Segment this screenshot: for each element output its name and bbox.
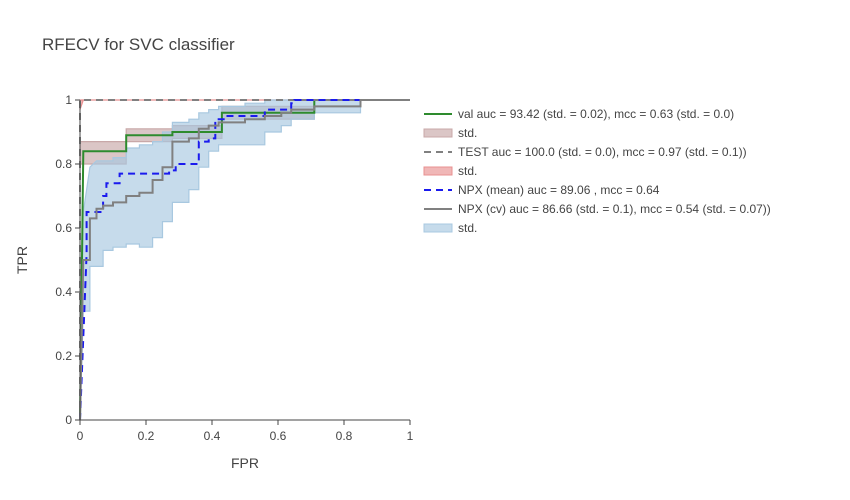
legend-item: NPX (cv) auc = 86.66 (std. = 0.1), mcc =… xyxy=(424,202,771,216)
y-tick-label: 0.2 xyxy=(55,349,72,363)
plot-area xyxy=(79,99,410,421)
legend-item: NPX (mean) auc = 89.06 , mcc = 0.64 xyxy=(424,183,660,197)
y-tick-label: 0.8 xyxy=(55,157,72,171)
legend-item: std. xyxy=(423,126,477,140)
x-tick-label: 1 xyxy=(407,429,414,443)
chart-title: RFECV for SVC classifier xyxy=(42,35,235,54)
y-axis: 0 0.2 0.4 0.6 0.8 1 xyxy=(55,93,81,427)
y-axis-title: TPR xyxy=(14,246,30,274)
x-tick-label: 0 xyxy=(77,429,84,443)
y-tick-label: 0.4 xyxy=(55,285,72,299)
legend-item: TEST auc = 100.0 (std. = 0.0), mcc = 0.9… xyxy=(424,145,747,159)
x-axis: 0 0.2 0.4 0.6 0.8 1 xyxy=(77,419,414,443)
series-line-4 xyxy=(79,99,410,421)
x-tick-label: 0.2 xyxy=(138,429,155,443)
series-line-5 xyxy=(79,99,410,421)
legend-label: std. xyxy=(458,221,477,235)
legend-label: std. xyxy=(458,126,477,140)
std-bands xyxy=(79,99,410,421)
legend-swatch xyxy=(423,223,453,233)
legend: val auc = 93.42 (std. = 0.02), mcc = 0.6… xyxy=(423,107,771,235)
legend-item: val auc = 93.42 (std. = 0.02), mcc = 0.6… xyxy=(424,107,734,121)
x-axis-title: FPR xyxy=(231,455,259,471)
y-tick-label: 0 xyxy=(65,413,72,427)
legend-swatch xyxy=(423,128,453,138)
x-tick-label: 0.6 xyxy=(270,429,287,443)
legend-swatch xyxy=(423,166,453,176)
legend-item: std. xyxy=(423,164,477,178)
y-tick-label: 0.6 xyxy=(55,221,72,235)
legend-label: NPX (cv) auc = 86.66 (std. = 0.1), mcc =… xyxy=(458,202,771,216)
x-tick-label: 0.8 xyxy=(336,429,353,443)
legend-label: std. xyxy=(458,164,477,178)
x-tick-label: 0.4 xyxy=(204,429,221,443)
legend-label: TEST auc = 100.0 (std. = 0.0), mcc = 0.9… xyxy=(458,145,747,159)
legend-label: NPX (mean) auc = 89.06 , mcc = 0.64 xyxy=(458,183,660,197)
legend-label: val auc = 93.42 (std. = 0.02), mcc = 0.6… xyxy=(458,107,734,121)
legend-item: std. xyxy=(423,221,477,235)
y-tick-label: 1 xyxy=(65,93,72,107)
std-band-6 xyxy=(79,99,410,421)
